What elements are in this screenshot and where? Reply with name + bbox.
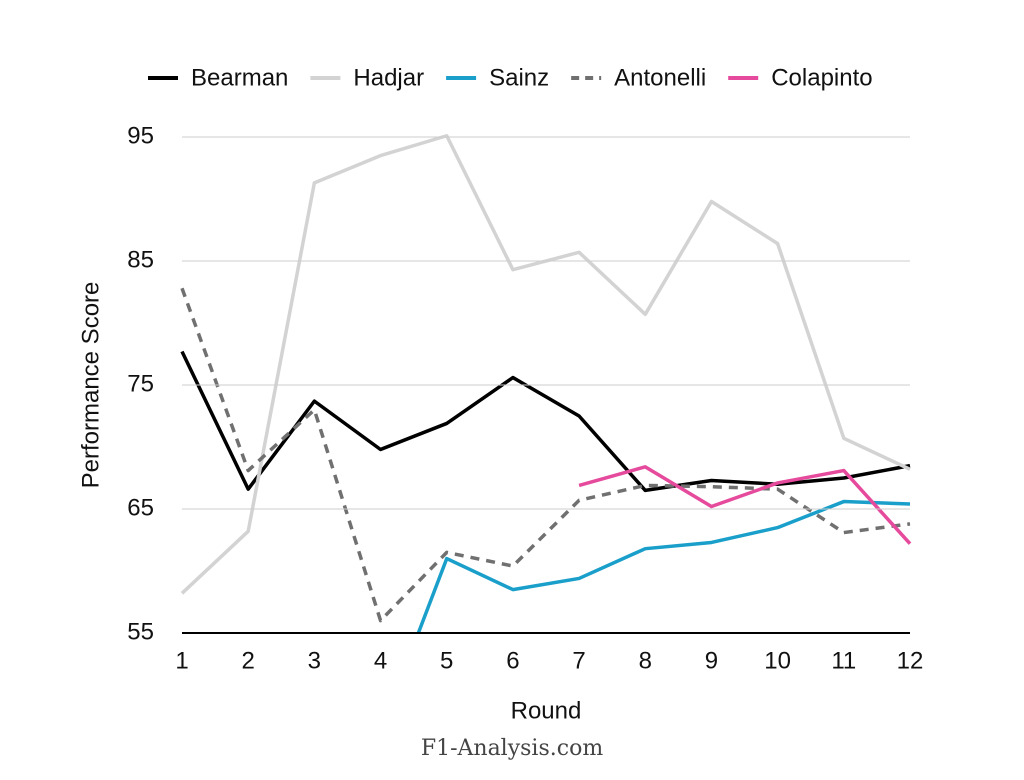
x-tick-label: 6: [506, 647, 519, 674]
y-tick-label: 95: [127, 122, 154, 149]
y-tick-label: 85: [127, 246, 154, 273]
x-tick-label: 9: [705, 647, 718, 674]
legend-label: Bearman: [191, 64, 288, 91]
legend-label: Sainz: [489, 64, 549, 91]
x-tick-label: 3: [308, 647, 321, 674]
x-tick-label: 11: [831, 647, 856, 674]
x-axis-label: Round: [511, 697, 582, 724]
series-line: [180, 287, 911, 623]
x-tick-label: 5: [440, 647, 453, 674]
legend-label: Antonelli: [614, 64, 706, 91]
x-tick-label: 2: [242, 647, 255, 674]
footer: F1-Analysis.com: [421, 736, 604, 761]
legend-label: Hadjar: [353, 64, 424, 91]
y-tick-label: 75: [127, 370, 154, 397]
x-tick-label: 12: [897, 647, 924, 674]
plot-area: [180, 134, 912, 633]
y-axis-label: Performance Score: [77, 282, 104, 489]
series-line: [180, 350, 911, 493]
series-line: [416, 499, 911, 633]
x-tick-label: 10: [764, 647, 791, 674]
x-tick-label: 7: [572, 647, 585, 674]
series-line: [578, 465, 912, 545]
y-tick-label: 55: [127, 618, 154, 645]
x-tick-label: 4: [374, 647, 387, 674]
y-tick-label: 65: [127, 494, 154, 521]
series-line: [180, 134, 911, 595]
x-tick-label: 8: [639, 647, 652, 674]
legend-label: Colapinto: [771, 64, 872, 91]
x-tick-label: 1: [175, 647, 188, 674]
